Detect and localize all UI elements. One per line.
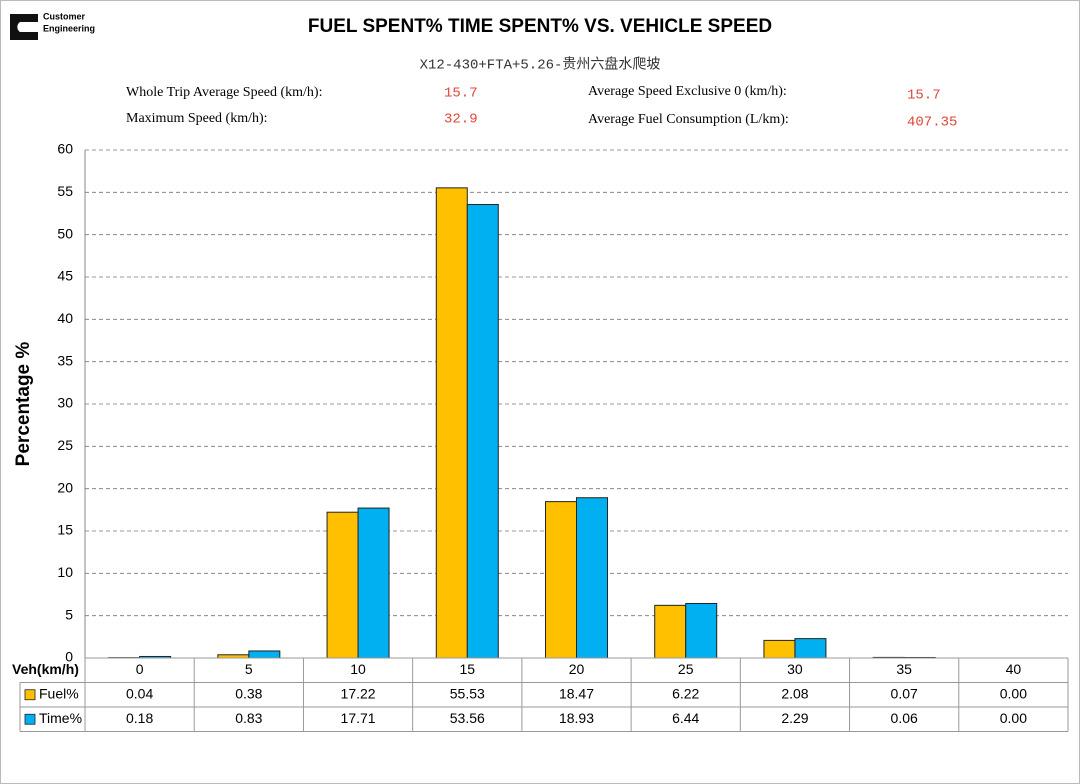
table-value: 6.22 (672, 685, 699, 701)
table-value: 2.29 (781, 710, 808, 726)
bar (654, 604, 687, 659)
bar (576, 497, 608, 659)
legend-label: Fuel% (39, 685, 79, 701)
table-value: 18.47 (559, 685, 594, 701)
brand: Customer (43, 11, 86, 21)
table-value: 0.00 (1000, 710, 1027, 726)
table-value: 0.00 (1000, 685, 1027, 701)
table-value: 2.08 (781, 685, 808, 701)
bar (466, 204, 499, 659)
table-value: 18.93 (559, 710, 594, 726)
y-axis-label: Percentage % (13, 342, 34, 467)
x-tick-label: 15 (459, 661, 475, 677)
table-value: 0.07 (891, 685, 918, 701)
logo: Customer Engineering (10, 11, 95, 40)
table-value: 0.06 (891, 710, 918, 726)
y-tick-label: 35 (57, 352, 73, 368)
stat-label: Average Fuel Consumption (L/km): (588, 112, 789, 127)
x-tick-label: 20 (569, 661, 585, 677)
y-tick-label: 60 (57, 141, 73, 157)
bar (545, 501, 577, 659)
bar (435, 187, 468, 659)
x-tick-label: 30 (787, 661, 803, 677)
y-tick-label: 5 (65, 606, 73, 622)
legend-label: Time% (39, 710, 82, 726)
bar (685, 602, 718, 659)
bar (763, 639, 796, 659)
stat-value: 15.7 (907, 88, 941, 104)
table-value: 55.53 (450, 685, 485, 701)
y-tick-label: 25 (57, 437, 73, 453)
x-tick-label: 35 (896, 661, 912, 677)
bar (326, 511, 359, 659)
x-tick-label: 40 (1006, 661, 1022, 677)
x-tick-label: 25 (678, 661, 694, 677)
logo-mark (10, 14, 38, 40)
y-tick-label: 10 (57, 564, 73, 580)
table-value: 0.38 (235, 685, 262, 701)
subtitle: X12-430+FTA+5.26-贵州六盘水爬坡 (420, 56, 661, 74)
stat-label: Maximum Speed (km/h): (126, 111, 268, 126)
y-tick-label: 40 (57, 310, 73, 326)
brand: Engineering (43, 23, 95, 33)
y-tick-label: 15 (57, 522, 73, 538)
table-value: 53.56 (450, 710, 485, 726)
chart-title: FUEL SPENT% TIME SPENT% VS. VEHICLE SPEE… (308, 16, 772, 37)
stat-value: 32.9 (444, 112, 478, 128)
x-tick-label: 10 (350, 661, 366, 677)
y-tick-label: 30 (57, 395, 73, 411)
legend-swatch (24, 689, 36, 701)
y-tick-label: 55 (57, 183, 73, 199)
table-value: 6.44 (672, 710, 699, 726)
legend-swatch (24, 713, 36, 725)
x-tick-label: 0 (136, 661, 144, 677)
y-tick-label: 50 (57, 225, 73, 241)
table-header: Veh(km/h) (12, 661, 79, 677)
y-tick-label: 0 (65, 649, 73, 665)
table-value: 0.04 (126, 685, 153, 701)
x-tick-label: 5 (245, 661, 253, 677)
bar (794, 638, 827, 659)
bar (248, 650, 281, 659)
stat-value: 407.35 (907, 115, 957, 131)
table-value: 17.22 (341, 685, 376, 701)
table-value: 17.71 (341, 710, 376, 726)
stat-label: Whole Trip Average Speed (km/h): (126, 85, 323, 100)
stat-label: Average Speed Exclusive 0 (km/h): (588, 84, 787, 99)
stat-value: 15.7 (444, 86, 478, 102)
y-tick-label: 45 (57, 268, 73, 284)
table-value: 0.83 (235, 710, 262, 726)
y-tick-label: 20 (57, 479, 73, 495)
table-value: 0.18 (126, 710, 153, 726)
bar (357, 507, 390, 659)
